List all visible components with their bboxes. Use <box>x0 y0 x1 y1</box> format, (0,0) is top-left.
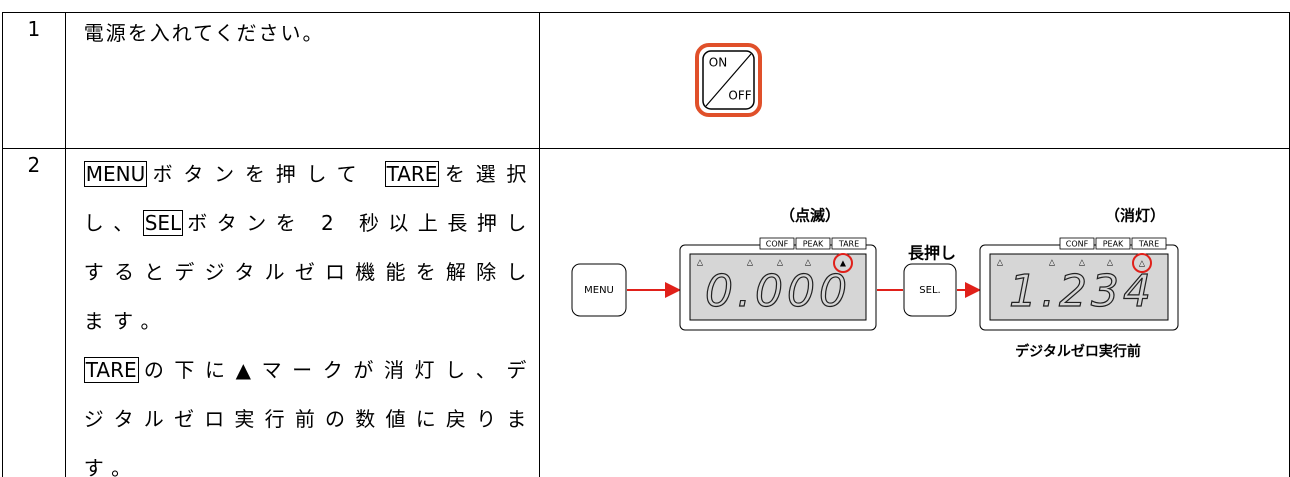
key-label: SEL <box>142 210 184 236</box>
tab <box>795 237 831 250</box>
procedure-table: 1 電源を入れてください。 2 MENU ボタンを押して TARE を選択し、 SEL… <box>2 12 1290 477</box>
key-label: MENU <box>83 161 148 187</box>
sel-button <box>903 263 957 317</box>
svg-text:△: △ <box>1079 258 1086 267</box>
tab <box>1095 237 1131 250</box>
text: ボタンを 2 秒以上長押しするとデジタルゼロ機能を解除します。 <box>83 211 536 333</box>
display-value: 1.234 <box>1009 266 1155 317</box>
menu-button <box>571 263 627 317</box>
step-text: 電源を入れてください。 <box>83 21 325 45</box>
note: 長押し <box>908 244 956 263</box>
tab <box>1131 237 1167 250</box>
key-label: TARE <box>83 357 139 383</box>
button-label: MENU <box>584 285 614 296</box>
svg-text:△: △ <box>777 258 784 267</box>
tab <box>831 237 867 250</box>
button-label: ON <box>709 56 727 70</box>
text: を選択し、 <box>83 162 536 235</box>
svg-text:△: △ <box>697 258 704 267</box>
key-label: TARE <box>384 161 440 187</box>
button-label: SEL. <box>919 285 940 296</box>
svg-text:▲: ▲ <box>840 259 847 268</box>
svg-text:△: △ <box>747 258 754 267</box>
text: ボタンを押して <box>151 162 368 186</box>
svg-text:△: △ <box>1139 259 1146 268</box>
power-button <box>695 43 762 117</box>
tab <box>1059 237 1095 250</box>
svg-text:△: △ <box>1049 258 1056 267</box>
svg-text:△: △ <box>997 258 1004 267</box>
tab-label: CONF <box>1066 240 1089 249</box>
display-value: 0.000 <box>705 266 851 317</box>
note: （消灯） <box>1105 207 1165 225</box>
button-label: OFF <box>728 89 751 103</box>
caption: デジタルゼロ実行前 <box>1015 343 1141 360</box>
tab-label: CONF <box>766 240 789 249</box>
tab-label: TARE <box>838 240 859 249</box>
text: の下に▲マークが消灯し、デジタルゼロ実行前の数値に戻ります。 <box>83 358 536 477</box>
tab-label: PEAK <box>803 240 824 249</box>
tab-label: TARE <box>1138 240 1159 249</box>
note: （点滅） <box>780 207 840 225</box>
svg-text:△: △ <box>805 258 812 267</box>
tab-label: PEAK <box>1103 240 1124 249</box>
step-number: 1 <box>2 12 66 149</box>
svg-text:△: △ <box>1107 258 1114 267</box>
step-text: MENU ボタンを押して TARE を選択し、 SEL ボタンを 2 秒以上長押しすると… <box>66 149 536 477</box>
tab <box>759 237 795 250</box>
